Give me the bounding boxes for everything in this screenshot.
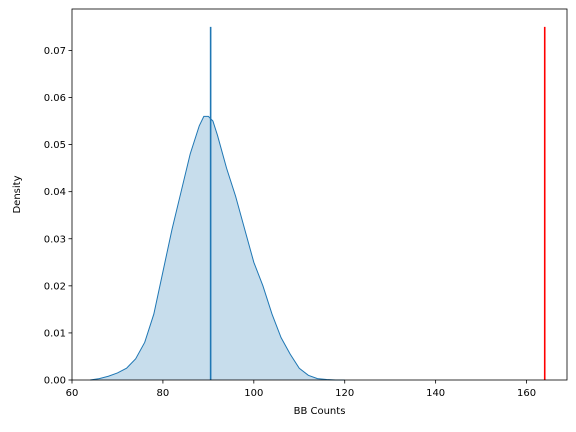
x-tick-label: 100 [244,388,263,399]
y-axis-label: Density [12,175,23,213]
y-tick-label: 0.05 [44,140,66,151]
kde-curve-line [90,115,345,381]
x-axis-label: BB Counts [294,406,346,417]
y-tick-label: 0.02 [44,281,66,292]
x-tick-label: 60 [66,388,79,399]
y-axis: 0.00 0.01 0.02 0.03 0.04 0.05 0.06 0.07 [44,46,72,387]
y-tick-label: 0.01 [44,328,66,339]
plot-area [90,26,546,381]
x-tick-label: 80 [157,388,170,399]
plot-frame [71,8,568,381]
y-tick-label: 0.03 [44,234,66,245]
y-tick-label: 0.07 [44,46,66,57]
x-axis: 60 80 100 120 140 160 [66,380,536,399]
x-tick-label: 140 [426,388,445,399]
x-tick-label: 160 [517,388,536,399]
kde-area-fill [90,116,345,380]
y-tick-label: 0.04 [44,187,66,198]
y-tick-label: 0.06 [44,93,66,104]
y-tick-label: 0.00 [44,376,66,387]
x-tick-label: 120 [335,388,354,399]
